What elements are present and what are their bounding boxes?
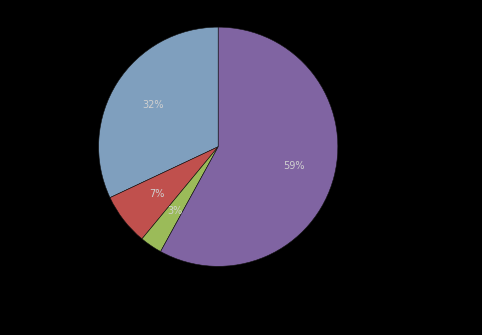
Wedge shape	[99, 27, 218, 198]
Text: 3%: 3%	[167, 206, 182, 216]
Text: 59%: 59%	[283, 161, 304, 171]
Wedge shape	[110, 147, 218, 239]
Wedge shape	[161, 27, 338, 266]
Text: 7%: 7%	[149, 189, 164, 199]
Wedge shape	[142, 147, 218, 252]
Text: 32%: 32%	[142, 100, 163, 110]
